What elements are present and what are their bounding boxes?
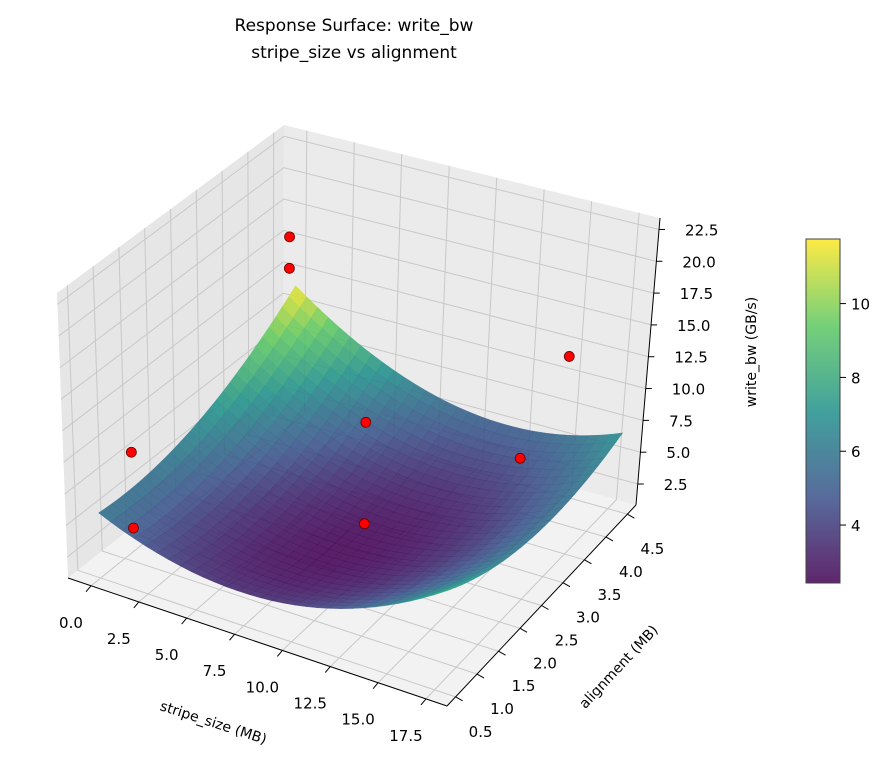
- z-tick-label: 12.5: [674, 349, 707, 367]
- data-point: [360, 416, 372, 428]
- x-tick-mark: [229, 633, 235, 641]
- z-axis-line: [635, 217, 661, 506]
- x-tick-label: 12.5: [294, 695, 327, 713]
- surface: [98, 231, 624, 609]
- z-tick-label: 22.5: [685, 221, 718, 239]
- y-tick-label: 4.0: [619, 563, 643, 581]
- z-tick-label: 15.0: [677, 317, 710, 335]
- z-tick-label: 17.5: [680, 285, 713, 303]
- y-tick-mark: [455, 696, 463, 702]
- colorbar-gradient: [805, 238, 841, 584]
- z-gridline: [59, 198, 654, 368]
- data-point: [128, 522, 139, 534]
- y-tick-mark: [605, 536, 614, 542]
- chart-title: Response Surface: write_bw: [235, 16, 474, 36]
- colorbar: 4 6 8 10: [805, 238, 870, 584]
- y-gridline: [66, 285, 456, 698]
- y-tick-label: 3.0: [576, 609, 600, 627]
- x-tick-label: 2.5: [107, 630, 131, 648]
- y-tick-mark: [519, 627, 528, 633]
- y-tick-label: 2.5: [555, 632, 579, 650]
- y-tick-label: 0.5: [469, 723, 493, 741]
- y-tick-mark: [476, 673, 485, 679]
- z-tick-label: 20.0: [682, 253, 715, 271]
- x-tick-label: 7.5: [203, 662, 227, 680]
- z-tick-label: 5.0: [666, 444, 690, 462]
- z-gridline: [58, 167, 657, 337]
- y-gridline: [92, 266, 478, 675]
- x-tick-mark: [276, 650, 283, 657]
- z-tick-label: 2.5: [664, 476, 688, 494]
- x-tick-mark: [372, 682, 379, 690]
- z-axis-label: write_bw (GB/s): [744, 297, 760, 407]
- x-tick-label: 5.0: [155, 646, 179, 664]
- y-axis-label: alignment (MB): [576, 622, 661, 712]
- x-tick-label: 15.0: [341, 711, 374, 729]
- colorbar-tick-label: 8: [851, 369, 861, 387]
- z-tick-label: 10.0: [672, 381, 705, 399]
- y-tick-label: 1.5: [512, 677, 536, 695]
- x-tick-mark: [181, 617, 188, 625]
- z-gridline: [57, 135, 660, 305]
- y-tick-label: 3.5: [598, 586, 622, 604]
- y-tick-mark: [541, 605, 549, 610]
- x-axis-line: [67, 577, 448, 707]
- y-tick-label: 4.5: [640, 540, 664, 558]
- x-tick-mark: [85, 585, 92, 593]
- x-gridline: [425, 212, 640, 700]
- chart-subtitle: stripe_size vs alignment: [251, 43, 457, 63]
- z-gridline: [61, 261, 649, 432]
- z-tick-label: 7.5: [669, 412, 693, 430]
- surface-patch: [433, 589, 451, 596]
- z-gridline: [60, 229, 652, 400]
- colorbar-tick-label: 6: [851, 443, 861, 461]
- colorbar-tick-label: 4: [851, 517, 861, 535]
- left-pane: [57, 125, 284, 578]
- x-tick-mark: [324, 666, 331, 673]
- x-axis-label: stripe_size (MB): [158, 698, 269, 748]
- data-point: [359, 518, 370, 530]
- data-point: [284, 231, 295, 243]
- axis-ticks: 0.0 2.5 5.0 7.5 10.0 12.5 15.0 17.5 0.5 1.0 1.5 2.0…: [59, 221, 718, 744]
- colorbar-tick-label: 10: [851, 296, 870, 314]
- data-point: [563, 351, 575, 362]
- y-tick-label: 2.0: [533, 654, 557, 672]
- data-point: [514, 452, 526, 464]
- y-tick-mark: [498, 650, 506, 656]
- x-tick-label: 17.5: [389, 727, 422, 745]
- y-tick-mark: [627, 513, 635, 519]
- x-tick-mark: [420, 698, 427, 706]
- z-gridline: [63, 292, 646, 463]
- x-tick-label: 0.0: [59, 614, 83, 632]
- y-tick-label: 1.0: [490, 700, 514, 718]
- data-point: [125, 446, 137, 458]
- y-tick-mark: [562, 582, 571, 588]
- x-tick-label: 10.0: [246, 678, 279, 696]
- y-tick-mark: [584, 559, 592, 565]
- data-point: [283, 262, 295, 274]
- x-tick-mark: [133, 601, 140, 609]
